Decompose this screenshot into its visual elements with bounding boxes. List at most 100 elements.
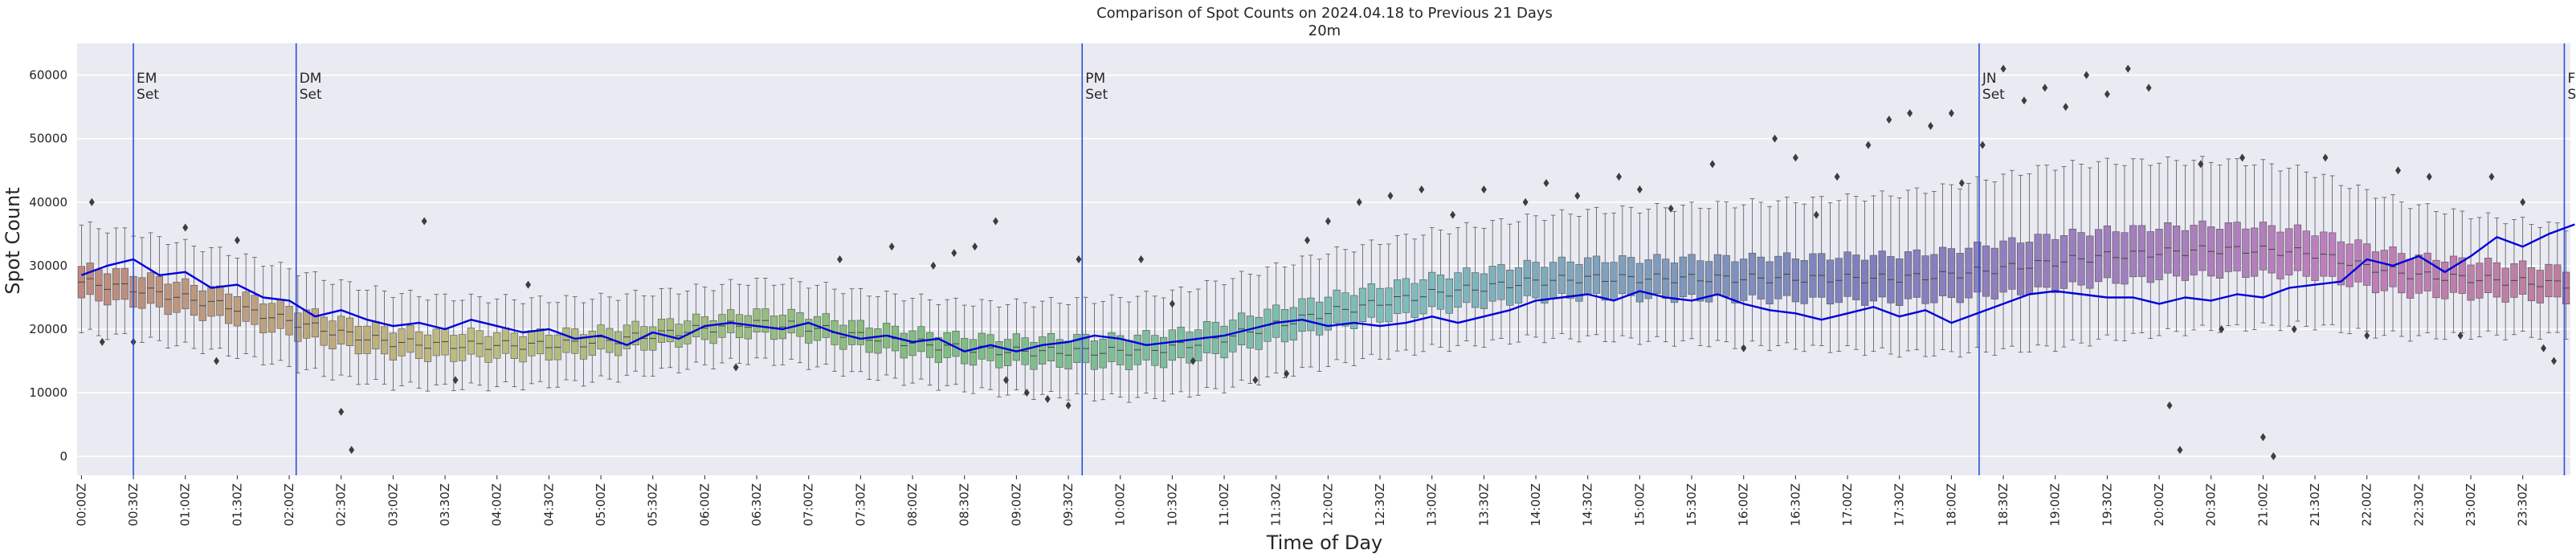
box (2476, 217, 2484, 337)
outlier-point (2457, 331, 2464, 340)
box (1514, 221, 1523, 343)
box (1168, 289, 1176, 395)
outlier-point (2322, 153, 2329, 162)
box (1307, 255, 1315, 368)
grid-lines (77, 74, 2570, 458)
box (718, 283, 726, 364)
x-tick-label: 01:00Z (178, 483, 193, 527)
outlier-point (888, 242, 895, 251)
box (1523, 214, 1531, 336)
box (173, 242, 181, 347)
box (311, 271, 320, 369)
box (1619, 206, 1627, 336)
box (1272, 262, 1280, 374)
box (2034, 165, 2042, 346)
box (969, 305, 978, 394)
x-tick-label: 00:30Z (126, 483, 141, 527)
box (753, 278, 761, 359)
box (2398, 202, 2406, 337)
box (528, 297, 536, 385)
outlier-point (2551, 356, 2558, 365)
box (1757, 202, 1765, 346)
box (839, 293, 847, 377)
box (908, 298, 917, 384)
x-tick-label: 15:30Z (1684, 483, 1699, 527)
box (1774, 200, 1782, 347)
box (1679, 205, 1687, 341)
box (943, 299, 951, 386)
box (1394, 235, 1402, 352)
box (1921, 193, 1929, 357)
box (1584, 209, 1592, 336)
box (2285, 168, 2293, 327)
outlier-point (1948, 109, 1954, 118)
box (207, 247, 215, 350)
box (1108, 294, 1116, 394)
outlier-point (234, 236, 240, 245)
box (1039, 300, 1047, 395)
box (1280, 267, 1289, 378)
box (1939, 183, 1947, 350)
box (2112, 164, 2120, 341)
box (1791, 202, 1800, 350)
outlier-point (1907, 109, 1913, 118)
box (1186, 291, 1194, 398)
box (2363, 189, 2371, 332)
box (1099, 300, 1107, 401)
y-tick-label: 10000 (29, 385, 67, 400)
x-tick-label: 16:00Z (1737, 483, 1751, 527)
x-tick-label: 06:30Z (749, 483, 764, 527)
box (450, 300, 458, 391)
y-axis-label: Spot Count (2, 187, 24, 294)
box (2371, 198, 2380, 339)
box (1557, 209, 1566, 334)
outlier-point (1792, 153, 1798, 162)
box (484, 302, 492, 392)
x-tick-label: 05:30Z (646, 483, 660, 527)
box (2155, 162, 2163, 336)
box (380, 291, 389, 385)
box (631, 290, 639, 372)
box (2077, 163, 2085, 344)
box (1826, 202, 1835, 353)
box (432, 294, 440, 385)
box (372, 285, 380, 380)
box (2051, 169, 2060, 352)
box (198, 251, 206, 354)
box (104, 232, 112, 340)
x-tick-label: 08:00Z (905, 483, 920, 527)
x-tick-label: 03:30Z (438, 483, 452, 527)
event-marker-label: Set (1982, 87, 2005, 103)
x-tick-label: 15:00Z (1632, 483, 1647, 527)
box (1055, 303, 1063, 399)
box (579, 302, 588, 387)
outlier-point (1543, 179, 1549, 188)
outlier-point (1044, 395, 1051, 404)
box (1229, 278, 1237, 388)
box (865, 295, 873, 381)
series-line (80, 223, 2575, 352)
outlier-point (2104, 90, 2110, 99)
box (138, 237, 146, 343)
outlier-point (837, 255, 843, 263)
box (2173, 160, 2181, 332)
outlier-point (1709, 160, 1716, 169)
box (735, 283, 744, 364)
box (1289, 264, 1297, 377)
box (1956, 188, 1964, 358)
chart-title: Comparison of Spot Counts on 2024.04.18 … (1096, 5, 1553, 22)
x-tick-label: 02:00Z (282, 483, 296, 527)
outlier-point (2364, 331, 2370, 340)
box (2311, 177, 2319, 331)
box (1402, 234, 1410, 351)
box (917, 293, 925, 380)
box (1861, 201, 1869, 356)
box (1835, 200, 1843, 352)
y-tick-label: 40000 (29, 195, 67, 210)
box (1566, 214, 1574, 340)
outlier-point (1138, 255, 1145, 263)
x-tick-label: 16:30Z (1788, 483, 1802, 527)
box (2068, 160, 2076, 340)
box (2329, 175, 2337, 325)
x-tick-label: 17:00Z (1840, 483, 1855, 527)
